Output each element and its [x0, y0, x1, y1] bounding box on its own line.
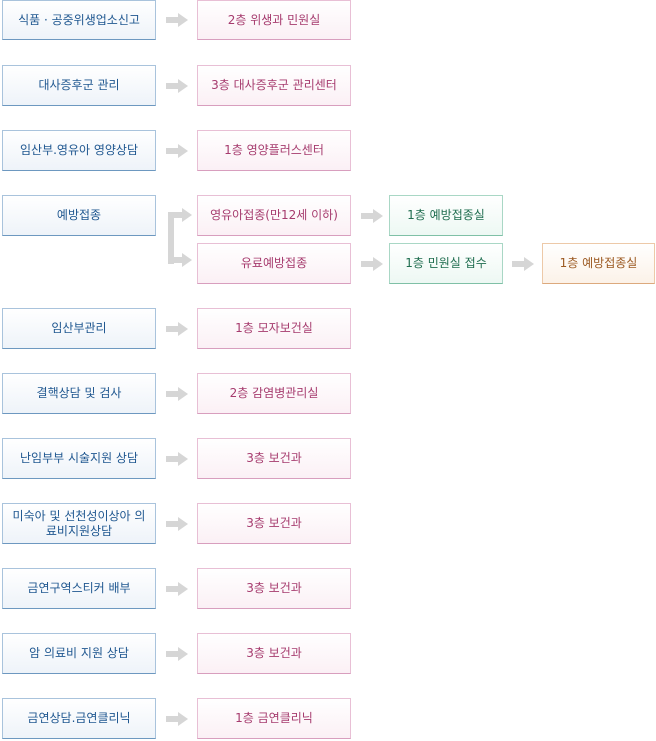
right-arrow-icon [166, 144, 188, 158]
location-box-tuberculosis: 2층 감염병관리실 [197, 373, 351, 414]
location-box-maternal-care: 1층 모자보건실 [197, 308, 351, 349]
location-box-infertility: 3층 보건과 [197, 438, 351, 479]
right-arrow-icon [361, 209, 383, 223]
right-arrow-icon [166, 322, 188, 336]
step-box-civil-reception: 1층 민원실 접수 [389, 243, 503, 284]
service-box-premature-infant: 미숙아 및 선천성이상아 의료비지원상담 [2, 503, 156, 544]
right-arrow-icon [361, 257, 383, 271]
service-box-maternal-care: 임산부관리 [2, 308, 156, 349]
right-arrow-icon [166, 79, 188, 93]
location-box-food-hygiene: 2층 위생과 민원실 [197, 0, 351, 40]
location-box-metabolic-syndrome: 3층 대사증후군 관리센터 [197, 65, 351, 106]
branch-arrow-icon [164, 208, 194, 270]
service-box-metabolic-syndrome: 대사증후군 관리 [2, 65, 156, 106]
location-box-no-smoking-sticker: 3층 보건과 [197, 568, 351, 609]
right-arrow-icon [166, 13, 188, 27]
branch-box-infant-vaccination: 영유아접종(만12세 이하) [197, 195, 351, 236]
service-box-vaccination: 예방접종 [2, 195, 156, 236]
right-arrow-icon [166, 647, 188, 661]
service-box-tuberculosis: 결핵상담 및 검사 [2, 373, 156, 414]
location-box-smoking-cessation: 1층 금연클리닉 [197, 698, 351, 739]
service-box-smoking-cessation: 금연상담.금연클리닉 [2, 698, 156, 739]
step-box-vaccination-room: 1층 예방접종실 [389, 195, 503, 236]
step-box-vaccination-room-final: 1층 예방접종실 [542, 243, 655, 284]
right-arrow-icon [166, 582, 188, 596]
service-box-no-smoking-sticker: 금연구역스티커 배부 [2, 568, 156, 609]
branch-box-paid-vaccination: 유료예방접종 [197, 243, 351, 284]
right-arrow-icon [166, 712, 188, 726]
location-box-nutrition-counseling: 1층 영양플러스센터 [197, 130, 351, 171]
service-box-nutrition-counseling: 임산부.영유아 영양상담 [2, 130, 156, 171]
service-box-infertility: 난임부부 시술지원 상담 [2, 438, 156, 479]
right-arrow-icon [166, 517, 188, 531]
right-arrow-icon [166, 452, 188, 466]
location-box-cancer-support: 3층 보건과 [197, 633, 351, 674]
right-arrow-icon [166, 387, 188, 401]
right-arrow-icon [512, 257, 534, 271]
service-box-food-hygiene: 식품 · 공중위생업소신고 [2, 0, 156, 40]
location-box-premature-infant: 3층 보건과 [197, 503, 351, 544]
service-box-cancer-support: 암 의료비 지원 상담 [2, 633, 156, 674]
